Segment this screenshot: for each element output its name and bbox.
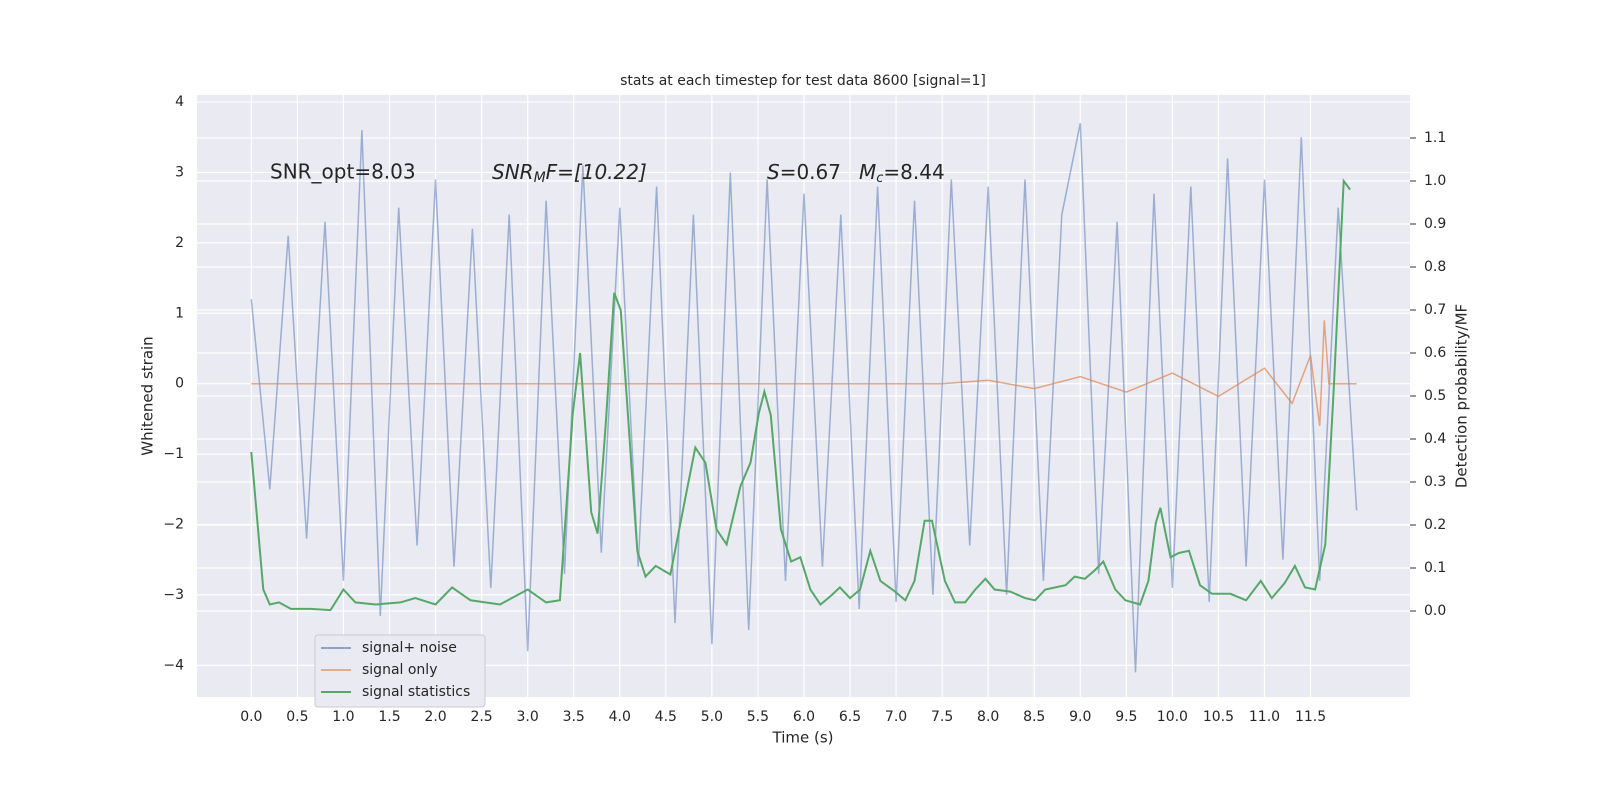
x-tick-label: 11.5 bbox=[1295, 709, 1326, 725]
y2-tick-label: 1.0 bbox=[1424, 173, 1446, 189]
y-tick-label: 2 bbox=[175, 235, 184, 251]
x-tick-label: 3.5 bbox=[563, 709, 585, 725]
x-tick-label: 11.0 bbox=[1249, 709, 1280, 725]
y-tick-label: 4 bbox=[175, 94, 184, 110]
x-tick-label: 5.0 bbox=[701, 709, 723, 725]
y-tick-label: −1 bbox=[163, 446, 184, 462]
y2-tick-label: 0.1 bbox=[1424, 560, 1446, 576]
legend-label: signal statistics bbox=[362, 684, 470, 700]
x-tick-label: 1.0 bbox=[332, 709, 354, 725]
x-tick-label: 0.0 bbox=[240, 709, 262, 725]
x-tick-label: 7.0 bbox=[885, 709, 907, 725]
x-tick-label: 5.5 bbox=[747, 709, 769, 725]
x-tick-label: 8.0 bbox=[977, 709, 999, 725]
series-line bbox=[251, 320, 1357, 426]
x-tick-label: 6.5 bbox=[839, 709, 861, 725]
annotation: SNR_opt=8.03 bbox=[270, 160, 416, 184]
x-tick-label: 8.5 bbox=[1023, 709, 1045, 725]
y-tick-label: 1 bbox=[175, 305, 184, 321]
x-axis-label: Time (s) bbox=[772, 729, 834, 747]
x-tick-label: 3.0 bbox=[517, 709, 539, 725]
legend-box bbox=[314, 634, 486, 708]
x-tick-label: 2.0 bbox=[424, 709, 446, 725]
x-tick-label: 9.0 bbox=[1069, 709, 1091, 725]
x-tick-label: 2.5 bbox=[470, 709, 492, 725]
series-line bbox=[250, 123, 1358, 673]
x-tick-label: 4.0 bbox=[609, 709, 631, 725]
y2-tick-label: 0.0 bbox=[1424, 603, 1446, 619]
x-tick-label: 0.5 bbox=[286, 709, 308, 725]
x-tick-label: 9.5 bbox=[1115, 709, 1137, 725]
legend-label: signal+ noise bbox=[362, 640, 457, 656]
annotation-part: =0.67 bbox=[780, 160, 841, 184]
x-tick-label: 7.5 bbox=[931, 709, 953, 725]
y2-axis-label: Detection probability/MF bbox=[1453, 304, 1471, 488]
y2-tick-label: 0.5 bbox=[1424, 388, 1446, 404]
y2-tick-label: 0.4 bbox=[1424, 431, 1446, 447]
x-tick-label: 4.5 bbox=[655, 709, 677, 725]
annotation-part: F=[10.22] bbox=[546, 160, 647, 184]
y2-tick-label: 0.2 bbox=[1424, 517, 1446, 533]
annotation-part: M bbox=[534, 170, 546, 186]
y-tick-label: −2 bbox=[163, 516, 184, 532]
y-tick-label: −3 bbox=[163, 587, 184, 603]
y2-tick-label: 0.8 bbox=[1424, 259, 1446, 275]
legend-label: signal only bbox=[362, 662, 437, 678]
annotation-part: S bbox=[767, 160, 780, 184]
x-tick-label: 6.0 bbox=[793, 709, 815, 725]
annotation: SNRMF=[10.22] bbox=[492, 160, 647, 187]
annotation-part: c bbox=[876, 171, 883, 186]
y2-tick-label: 0.6 bbox=[1424, 345, 1446, 361]
x-tick-label: 1.5 bbox=[378, 709, 400, 725]
y2-tick-label: 0.9 bbox=[1424, 216, 1446, 232]
y2-tick-label: 0.7 bbox=[1424, 302, 1446, 318]
series-line bbox=[250, 178, 1351, 612]
x-tick-label: 10.0 bbox=[1157, 709, 1188, 725]
annotation-part: M bbox=[859, 160, 876, 184]
y-tick-label: 0 bbox=[175, 376, 184, 392]
y-tick-label: 3 bbox=[175, 164, 184, 180]
x-tick-label: 10.5 bbox=[1203, 709, 1234, 725]
annotation: Mc=8.44 bbox=[859, 160, 945, 186]
y2-tick-label: 1.1 bbox=[1424, 130, 1446, 146]
y-axis-label: Whitened strain bbox=[139, 336, 157, 455]
annotation-part: SNR bbox=[492, 160, 534, 184]
annotation-part: =8.44 bbox=[883, 160, 944, 184]
y2-tick-label: 0.3 bbox=[1424, 474, 1446, 490]
annotation: S=0.67 bbox=[767, 160, 841, 184]
chart-title: stats at each timestep for test data 860… bbox=[620, 73, 986, 89]
y-tick-label: −4 bbox=[163, 657, 184, 673]
